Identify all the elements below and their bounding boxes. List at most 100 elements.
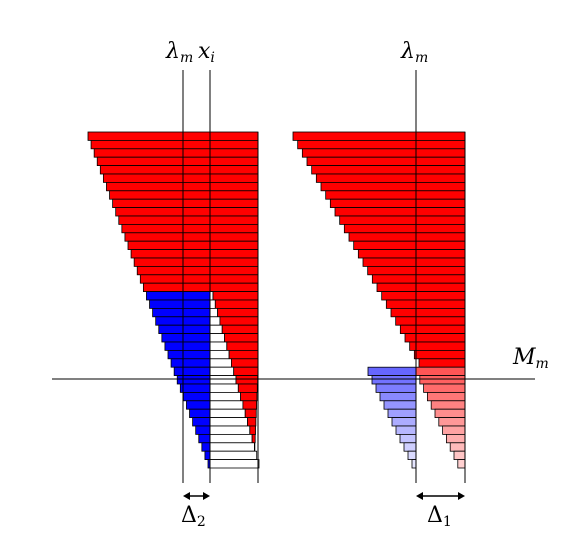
left-bar-red (228, 349, 259, 360)
right-bar-blue (395, 425, 417, 435)
left-bar-white (209, 383, 239, 393)
left-bar (96, 156, 259, 166)
right-bar-red (445, 433, 466, 444)
delta-2-arrow (183, 492, 210, 500)
left-bar-white (209, 408, 246, 419)
right-bar (320, 181, 466, 192)
left-bar (118, 215, 259, 225)
left-bar-blue (164, 341, 211, 351)
right-bar (395, 316, 466, 326)
M-m-label: Mm (512, 345, 549, 372)
right-bar-blue (379, 391, 417, 402)
right-bar (390, 307, 466, 318)
right-bar (325, 190, 466, 200)
left-bar (87, 131, 259, 141)
right-bar-blue (407, 450, 417, 461)
left-bar-white (209, 425, 251, 435)
delta-1-label: Δ1 (427, 503, 452, 530)
right-bar-red (434, 408, 466, 419)
delta-2-label: Δ2 (181, 503, 206, 530)
left-bar (139, 274, 259, 284)
left-bar-red (224, 333, 259, 343)
left-bar-stack (87, 131, 260, 469)
left-bar-white (209, 400, 244, 410)
right-bar (409, 341, 466, 351)
left-bar (112, 198, 259, 208)
left-bar-blue (176, 375, 211, 385)
left-bar-white (209, 299, 216, 309)
left-bar-white (209, 349, 230, 360)
right-bar-blue (411, 459, 417, 469)
right-bar-blue (371, 375, 417, 385)
left-bar-red (221, 324, 259, 335)
right-bar (343, 223, 466, 234)
right-bar-red (423, 383, 466, 393)
left-bar-blue (182, 391, 211, 402)
left-bar-red (212, 291, 259, 301)
left-bar-blue (201, 442, 211, 452)
right-bar-blue (375, 383, 417, 393)
right-bar (311, 165, 466, 175)
right-bar-blue (403, 442, 417, 452)
left-bar-red (244, 408, 257, 419)
right-bar (292, 131, 466, 141)
left-bar-red (230, 358, 259, 368)
left-bar-blue (167, 349, 211, 360)
left-bar-blue (158, 324, 211, 335)
left-bar-red (237, 383, 258, 393)
left-bar-blue (198, 433, 211, 444)
right-bar (399, 324, 466, 335)
right-bar (301, 148, 466, 158)
right-bar (339, 215, 466, 225)
left-bar-red (235, 375, 259, 385)
right-bar (348, 232, 466, 242)
left-bar-red (251, 433, 256, 444)
left-bar-white (209, 442, 255, 452)
right-bar (315, 173, 466, 183)
right-bar (381, 291, 466, 301)
left-bar-blue (189, 408, 211, 419)
left-bar-red (240, 391, 258, 402)
right-bar-blue (399, 433, 417, 444)
left-bar (133, 257, 259, 267)
left-bar-red (219, 316, 259, 326)
left-bar (109, 190, 259, 200)
left-bar-white (209, 417, 248, 427)
left-bar-red (226, 341, 259, 351)
right-bar (357, 249, 466, 259)
left-bar (136, 265, 259, 276)
left-bar-white (209, 324, 223, 335)
right-bar-red (442, 425, 466, 435)
left-bar (99, 165, 259, 175)
left-bar-blue (179, 383, 211, 393)
right-bar (334, 207, 466, 217)
right-bar-blue (387, 408, 417, 419)
right-bar-blue (383, 400, 417, 410)
left-bar-white (209, 341, 228, 351)
left-bar (124, 232, 259, 242)
left-bar (127, 240, 259, 250)
right-bar-red (449, 442, 466, 452)
left-bar-blue (186, 400, 211, 410)
right-bar-red (457, 459, 466, 469)
left-bar-blue (204, 450, 211, 461)
left-bar (142, 282, 259, 293)
left-bar (106, 181, 259, 192)
right-bar-red (426, 391, 466, 402)
left-bar-white (209, 459, 260, 469)
left-bar-red (242, 400, 257, 410)
right-bar (329, 198, 466, 208)
left-bar-white (209, 307, 218, 318)
right-bar-red (453, 450, 466, 461)
left-bar-white (209, 391, 242, 402)
left-bar-red (233, 366, 259, 377)
right-bar (418, 358, 466, 368)
right-bar (353, 240, 466, 250)
right-bar (297, 139, 466, 150)
x-i-label: xi (198, 39, 215, 66)
right-bar (376, 282, 466, 293)
left-bar-blue (146, 291, 211, 301)
right-bar-red (438, 417, 466, 427)
left-bar-red (249, 425, 256, 435)
right-bar (371, 274, 466, 284)
